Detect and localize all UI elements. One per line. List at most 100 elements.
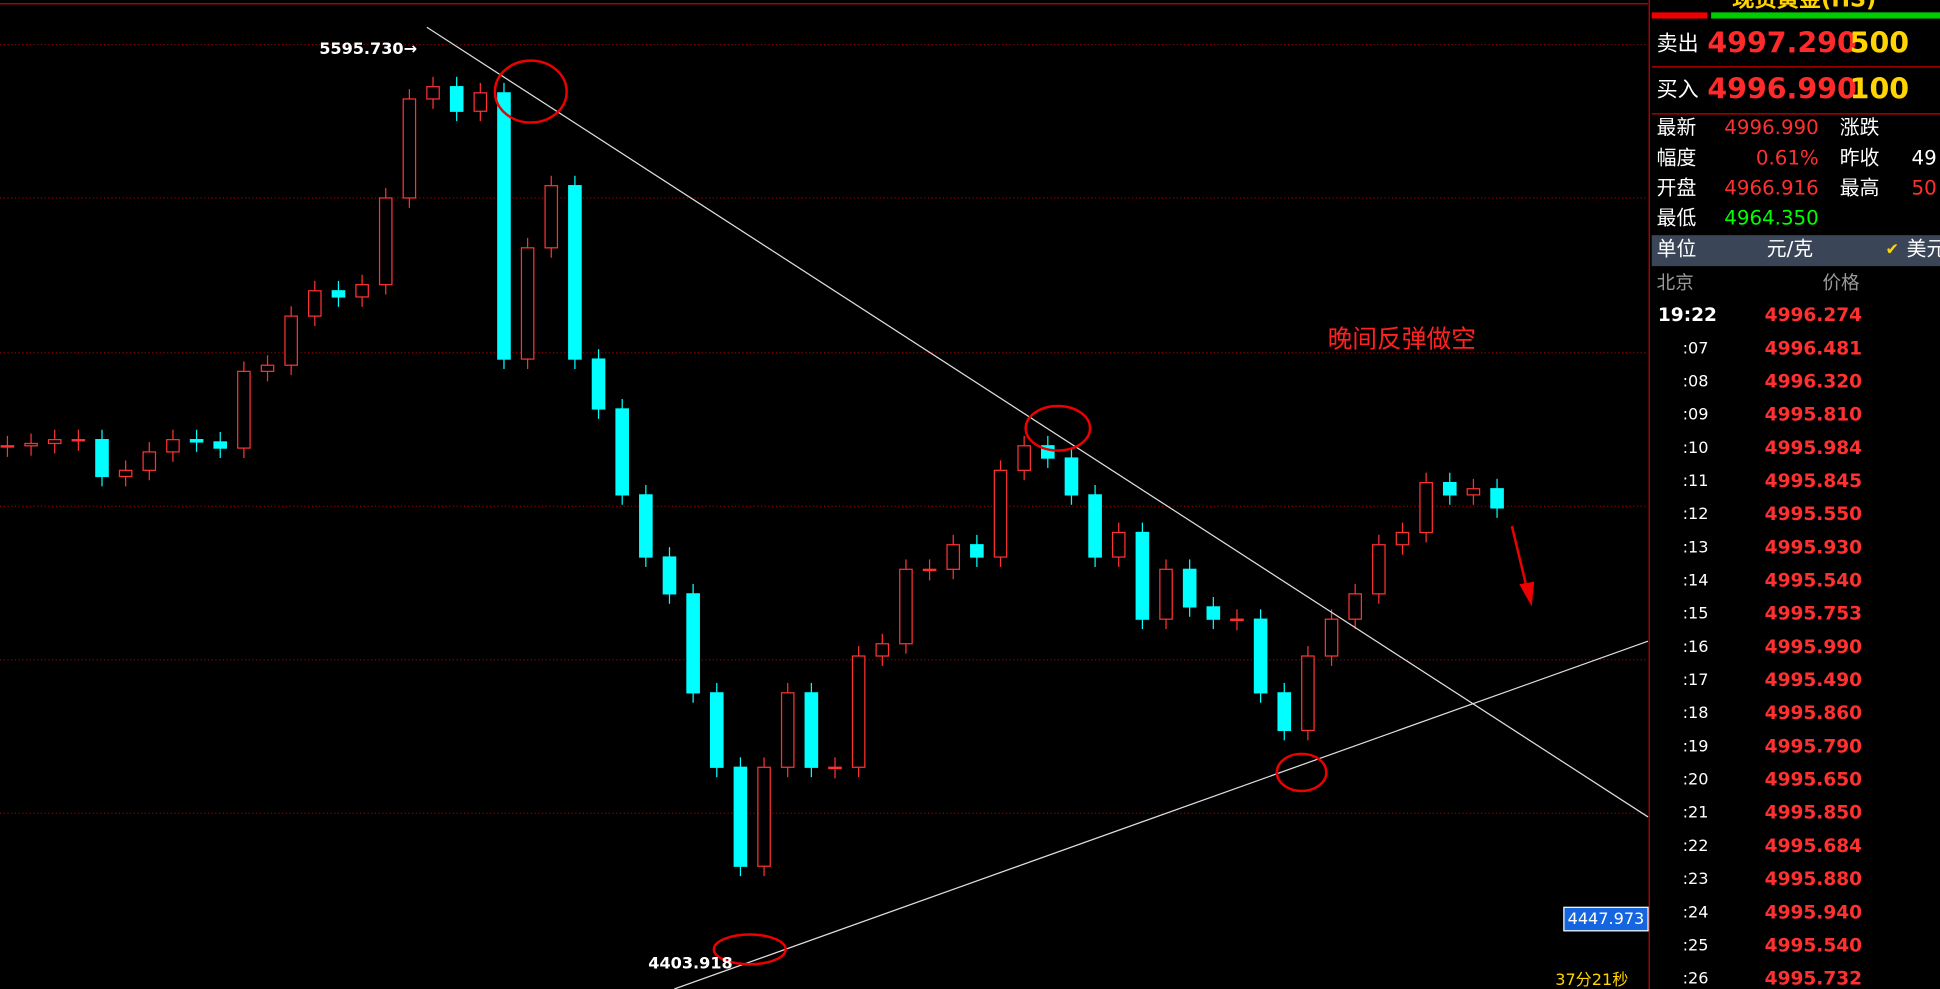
candle xyxy=(378,197,393,286)
candle xyxy=(1466,488,1481,496)
panel-text: 0.61% xyxy=(1756,146,1819,169)
panel-text: 4995.990 xyxy=(1765,637,1862,658)
candle xyxy=(1230,618,1244,622)
candle xyxy=(0,445,15,448)
candle xyxy=(331,290,346,298)
arrow xyxy=(1510,525,1535,607)
panel-text: 500 xyxy=(1850,27,1909,60)
candle xyxy=(993,469,1008,558)
panel-text: :13 xyxy=(1683,537,1709,556)
panel-text: 4995.540 xyxy=(1765,571,1862,592)
check: ✔ xyxy=(1886,240,1899,259)
candle xyxy=(142,451,157,471)
candle xyxy=(875,643,890,657)
panel-text: 涨跌 xyxy=(1840,116,1880,139)
candle xyxy=(544,185,559,249)
panel-text: :16 xyxy=(1683,637,1709,656)
panel-text: 最新 xyxy=(1657,116,1697,139)
candle xyxy=(1064,457,1079,496)
panel-text: :17 xyxy=(1683,670,1709,689)
candle xyxy=(1490,488,1504,509)
candle xyxy=(1301,655,1315,732)
candle xyxy=(639,494,653,558)
panel-text: 4995.930 xyxy=(1765,537,1862,558)
candle xyxy=(686,593,700,694)
panel-text: :18 xyxy=(1683,703,1709,722)
panel-text: 4996.990 xyxy=(1724,116,1818,139)
panel-text: 4995.880 xyxy=(1765,869,1862,890)
panel-text: 幅度 xyxy=(1657,146,1697,169)
candle xyxy=(970,544,984,558)
panel-text: 4995.850 xyxy=(1765,803,1862,824)
panel-text: 元/克 xyxy=(1767,238,1813,261)
candle xyxy=(118,469,133,478)
panel-text: 4995.845 xyxy=(1765,471,1862,492)
candle xyxy=(308,290,322,317)
trend-lines xyxy=(426,26,1649,989)
candle xyxy=(1348,593,1363,620)
candle xyxy=(1395,531,1410,546)
candle xyxy=(520,247,535,360)
panel-text: 4995.540 xyxy=(1765,935,1862,956)
candle xyxy=(780,692,795,768)
panel-text: 开盘 xyxy=(1657,176,1697,199)
panel-text: 买入 xyxy=(1657,76,1699,101)
panel-text: 4996.320 xyxy=(1765,371,1862,392)
candle xyxy=(1088,494,1102,558)
panel-text: 4995.790 xyxy=(1765,736,1862,757)
panel-text: :26 xyxy=(1683,969,1709,988)
candle xyxy=(47,439,62,445)
panel-text: :22 xyxy=(1683,836,1709,855)
price-tag-box xyxy=(1563,906,1649,932)
candle xyxy=(1017,445,1031,471)
grid xyxy=(0,3,1649,814)
panel-text: 最低 xyxy=(1657,206,1697,229)
candle xyxy=(1111,531,1126,558)
panel-text: 价格 xyxy=(1822,273,1860,294)
panel-text: 4995.753 xyxy=(1765,604,1862,625)
panel-text: :15 xyxy=(1683,604,1709,623)
candle xyxy=(1324,618,1339,657)
panel-text: 4966.916 xyxy=(1724,176,1818,199)
countdown: 37分21秒 xyxy=(1555,970,1628,989)
panel-text: :07 xyxy=(1683,338,1709,357)
panel-text: 4995.984 xyxy=(1765,438,1862,459)
panel-text: :19 xyxy=(1683,736,1709,755)
candle xyxy=(946,544,961,570)
low-label: 4403.918 xyxy=(648,954,732,973)
panel-text: 北京 xyxy=(1657,273,1694,294)
candle xyxy=(662,556,677,595)
candle xyxy=(757,766,771,867)
quote-panel: 现货黄金(HS) 卖出4997.290500买入4996.990100最新499… xyxy=(1651,0,1940,989)
candle xyxy=(473,92,488,112)
panel-text: :24 xyxy=(1683,902,1709,921)
panel-text: 50 xyxy=(1912,176,1937,199)
candle xyxy=(1182,568,1197,608)
candle xyxy=(733,766,748,867)
candle xyxy=(591,358,606,410)
panel-text: 49 xyxy=(1912,146,1937,169)
panel-text: :11 xyxy=(1683,471,1709,490)
panel-text: :25 xyxy=(1683,935,1709,954)
candle xyxy=(1206,606,1221,620)
panel-text: 100 xyxy=(1850,72,1909,105)
panel-text: 单位 xyxy=(1657,238,1697,261)
candle xyxy=(260,364,275,372)
panel-text: 19:22 xyxy=(1658,305,1717,326)
candle xyxy=(24,442,38,447)
candle xyxy=(95,439,109,478)
candle xyxy=(804,692,819,768)
candle xyxy=(189,439,204,443)
candles xyxy=(0,76,1504,877)
candle xyxy=(1135,531,1150,620)
candle xyxy=(851,655,866,768)
panel-text: 最高 xyxy=(1840,176,1880,199)
candle xyxy=(1253,618,1268,694)
panel-text: 美元 xyxy=(1907,238,1940,261)
candle xyxy=(1277,692,1292,732)
price-tag: 4447.973 xyxy=(1568,909,1645,928)
panel-text: 卖出 xyxy=(1657,31,1699,56)
panel-text: 4995.860 xyxy=(1765,703,1862,724)
